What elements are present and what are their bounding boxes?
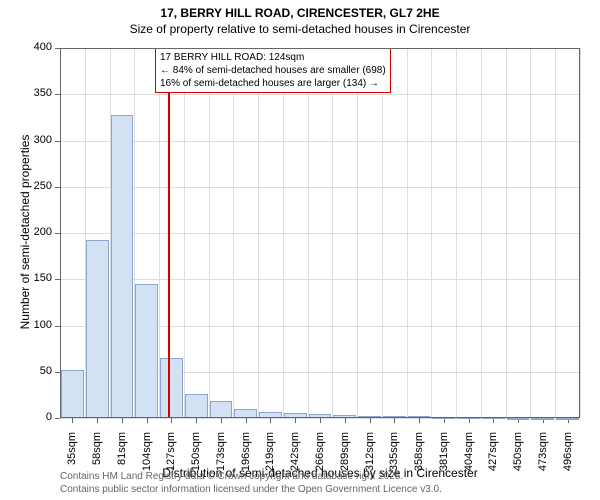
xtick (320, 418, 321, 423)
histogram-bar (531, 418, 554, 420)
xtick (419, 418, 420, 423)
xtick (171, 418, 172, 423)
xtick (295, 418, 296, 423)
xtick (246, 418, 247, 423)
xtick (345, 418, 346, 423)
y-axis-label: Number of semi-detached properties (18, 132, 32, 332)
xtick (97, 418, 98, 423)
plot-border (60, 48, 580, 418)
xtick (196, 418, 197, 423)
xtick (221, 418, 222, 423)
xtick (147, 418, 148, 423)
ytick-label: 400 (22, 41, 52, 53)
ytick-label: 0 (22, 411, 52, 423)
histogram-bar (556, 418, 579, 420)
histogram-bar (507, 418, 530, 420)
xtick (394, 418, 395, 423)
footer-attribution: Contains HM Land Registry data © Crown c… (60, 470, 442, 496)
xtick (72, 418, 73, 423)
ytick-label: 350 (22, 87, 52, 99)
footer-line2: Contains public sector information licen… (60, 483, 442, 496)
xtick (122, 418, 123, 423)
xtick (370, 418, 371, 423)
ytick (55, 418, 60, 419)
gridline-v (580, 48, 581, 418)
chart-title-sub: Size of property relative to semi-detach… (0, 20, 600, 36)
ytick-label: 50 (22, 365, 52, 377)
footer-line1: Contains HM Land Registry data © Crown c… (60, 470, 442, 483)
chart-title-main: 17, BERRY HILL ROAD, CIRENCESTER, GL7 2H… (0, 0, 600, 20)
xtick (270, 418, 271, 423)
